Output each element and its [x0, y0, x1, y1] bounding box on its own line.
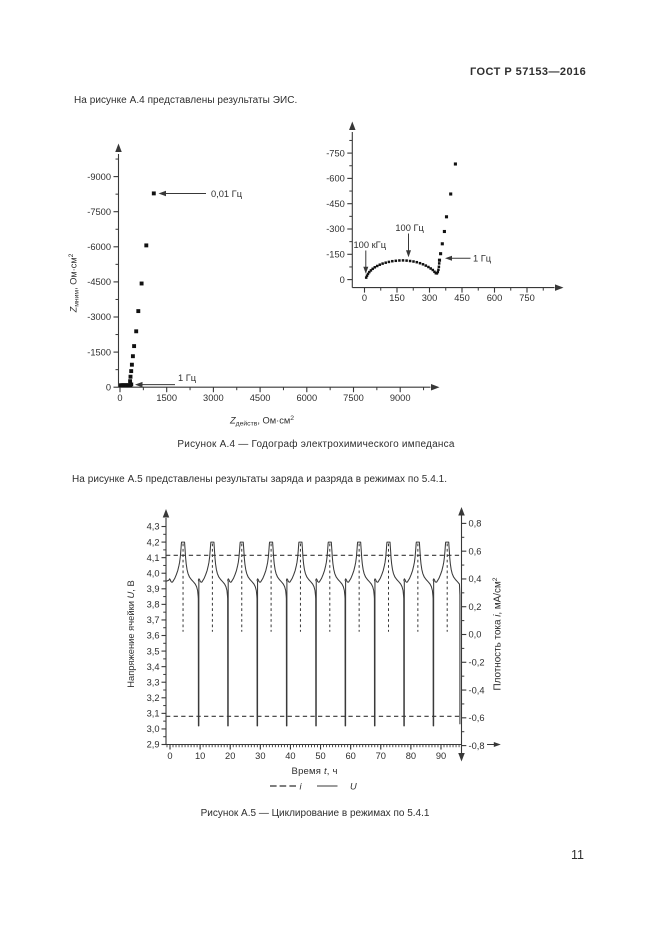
svg-text:750: 750 [519, 293, 535, 303]
svg-text:450: 450 [454, 293, 470, 303]
svg-text:U: U [350, 781, 357, 791]
svg-text:0,01 Гц: 0,01 Гц [211, 189, 243, 199]
svg-text:3,4: 3,4 [147, 662, 160, 672]
svg-text:-6000: -6000 [87, 242, 111, 252]
svg-text:3,9: 3,9 [147, 584, 160, 594]
svg-text:4500: 4500 [250, 393, 271, 403]
svg-text:-0,8: -0,8 [469, 741, 485, 751]
svg-text:0: 0 [167, 751, 172, 761]
svg-text:3,1: 3,1 [147, 709, 160, 719]
svg-text:3,3: 3,3 [147, 677, 160, 687]
svg-text:0,0: 0,0 [469, 630, 482, 640]
svg-text:30: 30 [255, 751, 265, 761]
svg-text:0,4: 0,4 [469, 574, 482, 584]
svg-text:1500: 1500 [156, 393, 177, 403]
svg-text:-7500: -7500 [87, 207, 111, 217]
svg-text:3,6: 3,6 [147, 631, 160, 641]
svg-text:3,7: 3,7 [147, 615, 160, 625]
svg-text:-9000: -9000 [87, 172, 111, 182]
svg-text:0,2: 0,2 [469, 602, 482, 612]
svg-text:-0,6: -0,6 [469, 713, 485, 723]
svg-text:-3000: -3000 [87, 312, 111, 322]
svg-text:Время t, ч: Время t, ч [292, 766, 338, 777]
svg-text:-0,4: -0,4 [469, 685, 485, 695]
svg-text:150: 150 [389, 293, 405, 303]
svg-text:300: 300 [422, 293, 438, 303]
svg-text:100 Гц: 100 Гц [395, 223, 424, 233]
svg-text:Напряжение ячейки U, В: Напряжение ячейки U, В [125, 580, 136, 688]
svg-text:i: i [300, 781, 303, 791]
svg-text:0,8: 0,8 [469, 519, 482, 529]
svg-text:4,2: 4,2 [147, 537, 160, 547]
svg-text:0: 0 [362, 293, 367, 303]
svg-text:3,5: 3,5 [147, 646, 160, 656]
svg-text:Плотность тока i, мА/см2: Плотность тока i, мА/см2 [492, 577, 504, 690]
svg-text:-600: -600 [326, 174, 345, 184]
svg-text:-300: -300 [326, 224, 345, 234]
svg-text:Zдейств, Ом·см2: Zдейств, Ом·см2 [229, 415, 294, 428]
svg-text:2,9: 2,9 [147, 740, 160, 750]
svg-text:0: 0 [117, 393, 122, 403]
svg-text:40: 40 [285, 751, 295, 761]
svg-text:-750: -750 [326, 148, 345, 158]
svg-text:80: 80 [406, 751, 416, 761]
svg-text:4,0: 4,0 [147, 568, 160, 578]
svg-text:60: 60 [345, 751, 355, 761]
svg-text:3000: 3000 [203, 393, 224, 403]
svg-text:9000: 9000 [390, 393, 411, 403]
svg-text:50: 50 [315, 751, 325, 761]
svg-text:1 Гц: 1 Гц [178, 373, 197, 383]
svg-text:3,8: 3,8 [147, 600, 160, 610]
svg-text:10: 10 [195, 751, 205, 761]
svg-text:6000: 6000 [296, 393, 317, 403]
svg-text:100 кГц: 100 кГц [354, 240, 387, 250]
svg-text:1 Гц: 1 Гц [473, 254, 492, 264]
svg-text:4,1: 4,1 [147, 553, 160, 563]
svg-text:-450: -450 [326, 199, 345, 209]
svg-text:-0,2: -0,2 [469, 657, 485, 667]
svg-text:70: 70 [376, 751, 386, 761]
svg-text:4,3: 4,3 [147, 522, 160, 532]
svg-text:-4500: -4500 [87, 277, 111, 287]
svg-text:-1500: -1500 [87, 347, 111, 357]
svg-text:3,2: 3,2 [147, 693, 160, 703]
svg-text:600: 600 [487, 293, 503, 303]
svg-text:0: 0 [340, 275, 345, 285]
svg-text:3,0: 3,0 [147, 724, 160, 734]
svg-text:7500: 7500 [343, 393, 364, 403]
svg-text:0,6: 0,6 [469, 546, 482, 556]
svg-text:-150: -150 [326, 250, 345, 260]
svg-text:Zмним, Ом·см2: Zмним, Ом·см2 [68, 253, 81, 313]
svg-text:20: 20 [225, 751, 235, 761]
svg-text:0: 0 [106, 382, 111, 392]
svg-text:90: 90 [436, 751, 446, 761]
